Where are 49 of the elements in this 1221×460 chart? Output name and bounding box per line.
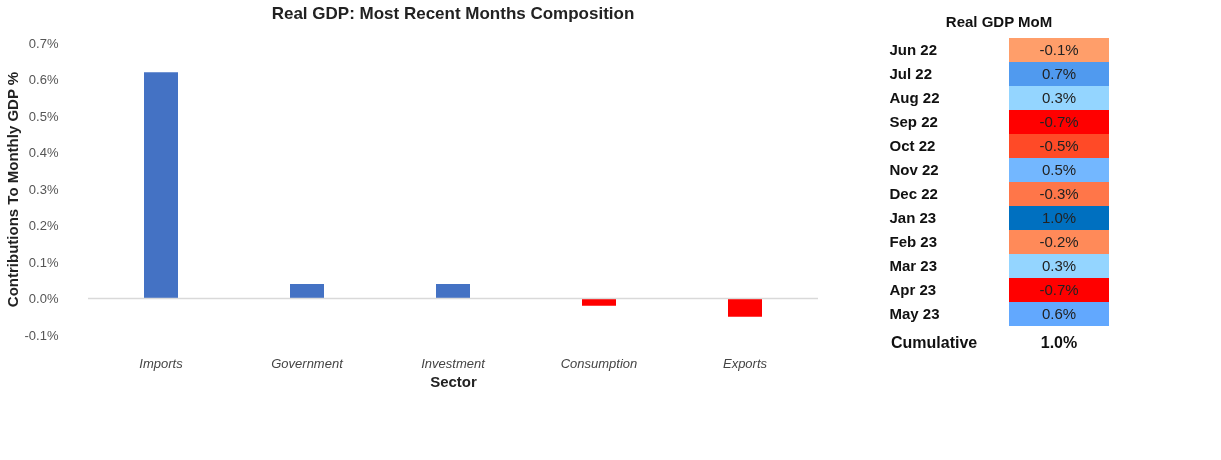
y-tick-label: Oct 22	[889, 137, 936, 154]
text: Cumulative	[891, 334, 978, 351]
y-axis-title: Contributions To Monthly GDP %	[3, 71, 21, 308]
y-tick-label: Jul 22	[889, 65, 933, 82]
bar	[436, 283, 470, 299]
y-tick-label: 0.0%	[28, 291, 59, 306]
y-tick-label: Apr 23	[889, 281, 937, 298]
bar	[728, 298, 762, 317]
y-tick-label: Mar 23	[889, 257, 938, 274]
data-label: 0.3%	[1041, 89, 1077, 106]
bar	[290, 283, 324, 299]
data-label: 1.0%	[1041, 209, 1077, 226]
data-label: 0.5%	[1041, 161, 1077, 178]
y-tick-label: 0.1%	[28, 254, 59, 270]
y-tick-label: Dec 22	[889, 185, 938, 202]
y-tick-label: Feb 23	[889, 233, 938, 250]
y-tick-label: Nov 22	[889, 161, 939, 178]
data-label: 0.7%	[1041, 65, 1077, 82]
data-label: 0.6%	[1041, 305, 1077, 322]
y-tick-label: 0.7%	[28, 35, 59, 51]
bar	[582, 298, 616, 306]
y-tick-label: Sep 22	[889, 113, 938, 130]
y-tick-label: Jan 23	[889, 209, 937, 226]
chart-title: Real GDP: Most Recent Months Composition	[271, 4, 635, 23]
x-tick-label: Exports	[722, 355, 768, 371]
data-label: -0.7%	[1039, 281, 1079, 298]
data-label: -0.3%	[1039, 185, 1079, 202]
y-tick-label: 0.2%	[28, 218, 59, 233]
x-axis-title: Sector	[430, 372, 477, 390]
y-tick-label: 0.3%	[28, 181, 59, 197]
data-label: 0.3%	[1041, 257, 1077, 274]
data-label: -0.2%	[1039, 233, 1079, 250]
x-tick-label: Imports	[139, 355, 184, 371]
x-tick-label: Consumption	[560, 355, 638, 371]
chart-title: Real GDP MoM	[945, 12, 1053, 30]
x-tick-label: Government	[271, 355, 345, 371]
y-tick-label: 0.6%	[28, 72, 59, 87]
data-label: -0.1%	[1039, 41, 1079, 58]
bar	[144, 72, 178, 299]
x-tick-label: Investment	[421, 355, 487, 371]
y-tick-label: -0.1%	[24, 327, 59, 343]
data-label: -0.7%	[1039, 113, 1079, 130]
text: 1.0%	[1040, 334, 1078, 351]
y-tick-label: Aug 22	[889, 89, 940, 106]
y-tick-label: 0.4%	[28, 145, 59, 160]
data-label: -0.5%	[1039, 137, 1079, 154]
y-tick-label: May 23	[889, 305, 940, 322]
y-tick-label: 0.5%	[28, 108, 59, 124]
y-tick-label: Jun 22	[889, 41, 938, 58]
